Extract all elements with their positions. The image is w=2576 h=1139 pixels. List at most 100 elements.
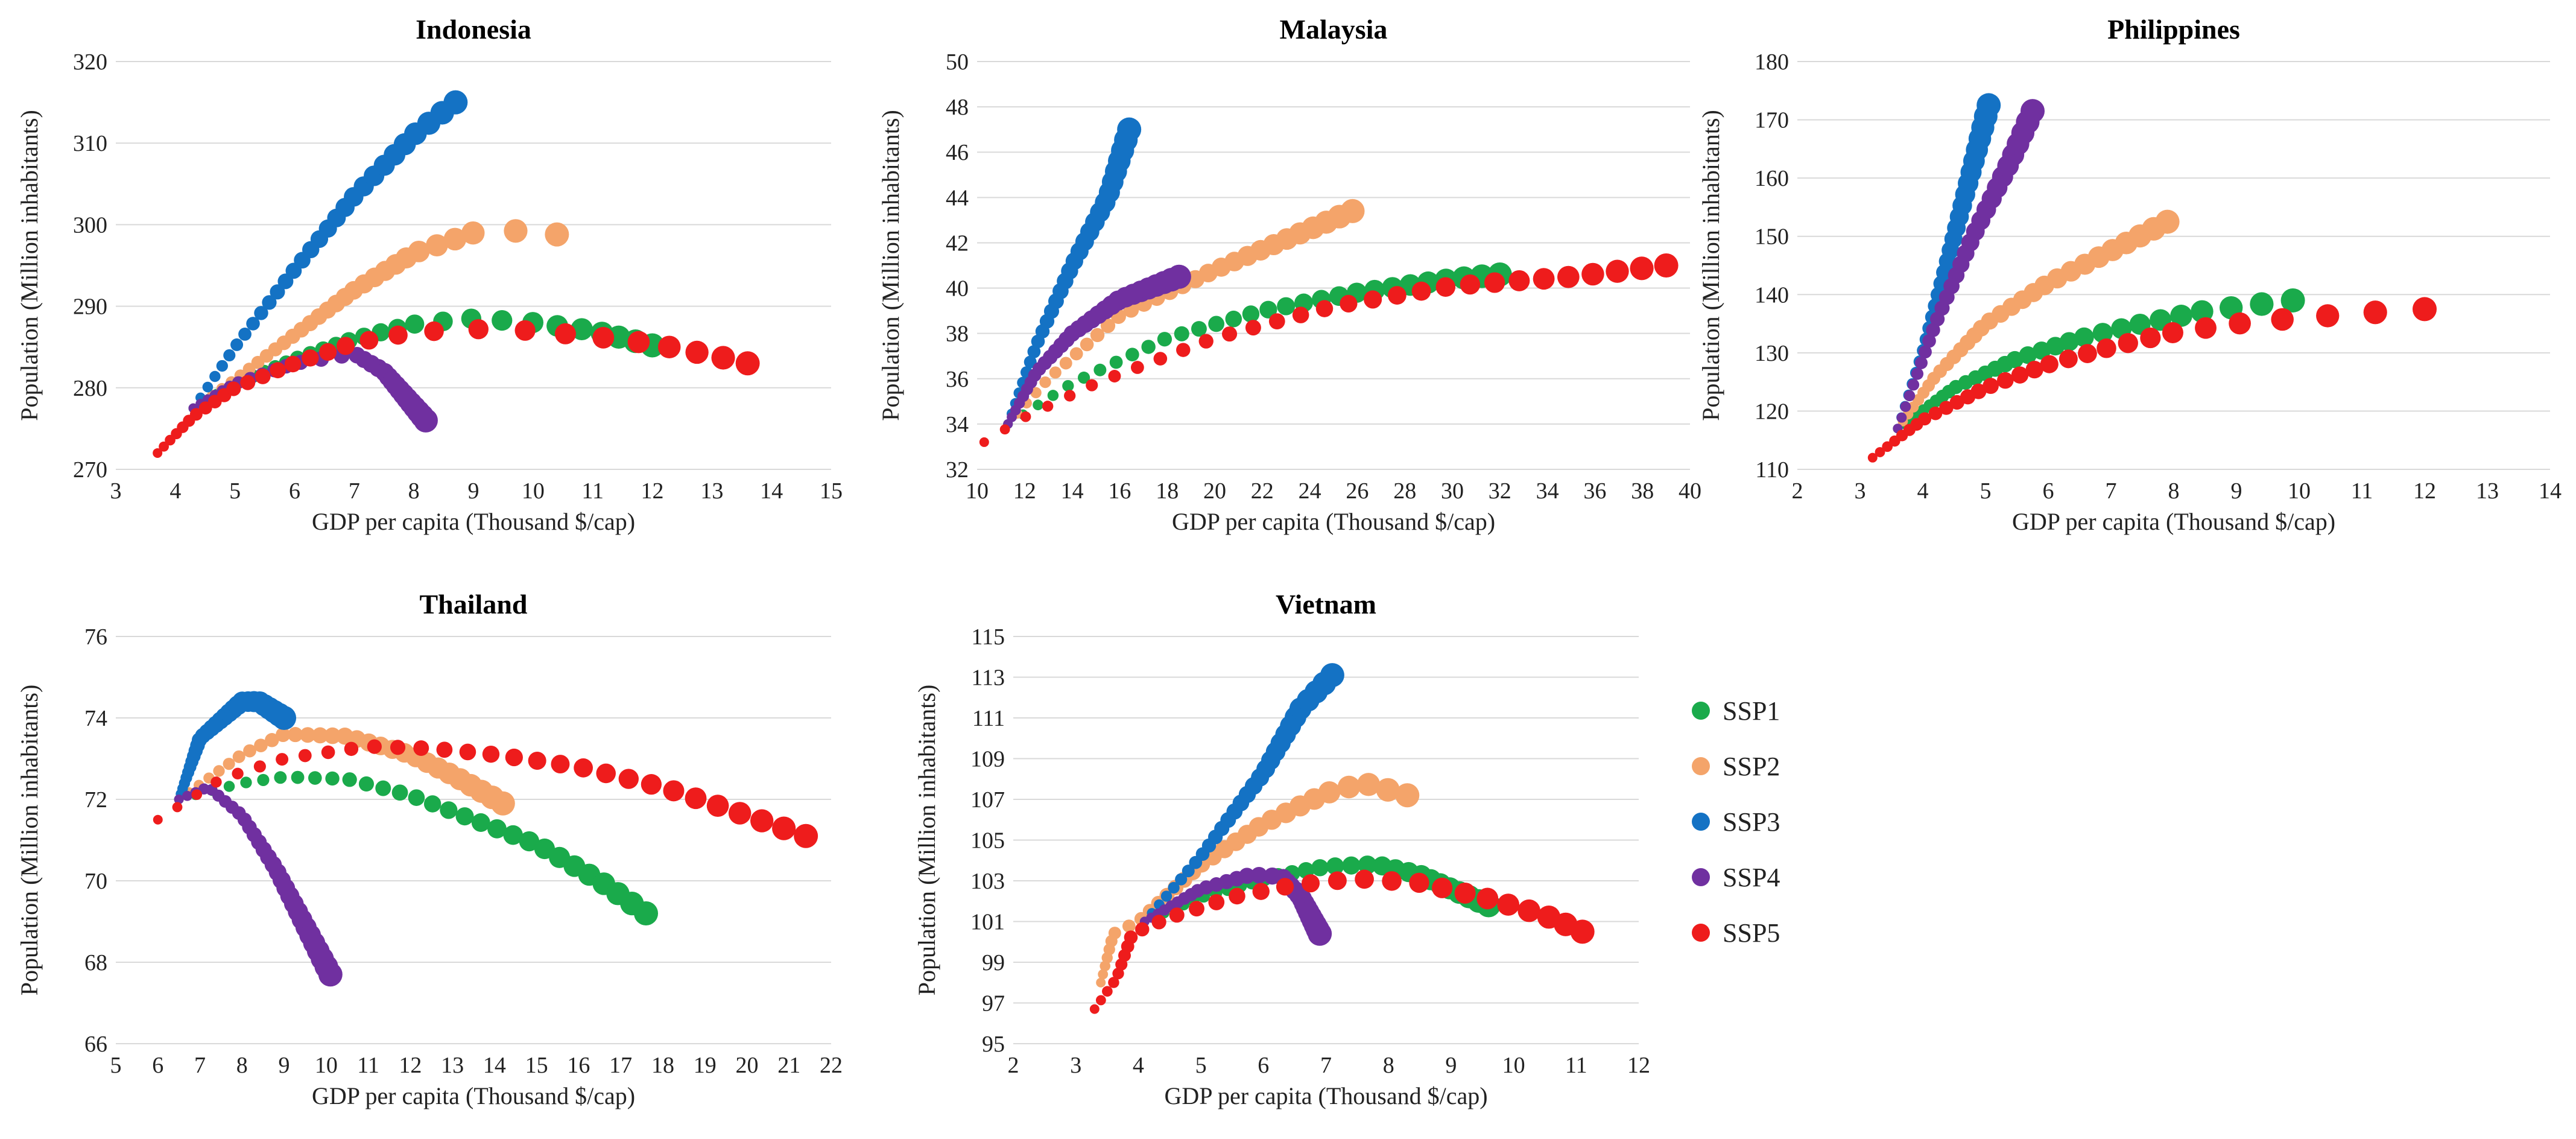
philippines-ssp1-point [2019,346,2037,364]
philippines-y-tick-label: 150 [1755,224,1789,250]
malaysia-ssp5-point [1221,326,1238,342]
thailand-ssp1-point [358,776,375,792]
philippines-x-axis-label: GDP per capita (Thousand $/cap) [2012,508,2335,535]
vietnam-ssp3-point [1175,873,1188,886]
indonesia-ssp2-point [426,234,448,256]
legend-marker-ssp2 [1692,757,1710,775]
malaysia-ssp1-point [1125,347,1139,362]
legend-marker-ssp1 [1692,702,1710,720]
indonesia-y-tick-label: 310 [73,131,107,156]
indonesia-series-ssp3 [188,90,468,413]
thailand-ssp3-point [272,706,297,730]
philippines-x-tick-label: 10 [2288,478,2311,504]
thailand-x-tick-label: 12 [399,1053,422,1078]
indonesia-ssp5-point [359,331,379,350]
malaysia-ssp5-point [1245,320,1261,336]
indonesia-y-tick-label: 270 [73,457,107,483]
malaysia-ssp5-point [1411,281,1431,301]
indonesia-ssp5-point [554,323,576,344]
vietnam-series-ssp5 [1089,869,1595,1014]
malaysia-x-tick-label: 36 [1583,478,1606,504]
thailand-ssp1-point [274,771,287,784]
vietnam-ssp4-point [1308,921,1332,946]
panel-thailand: Thailand 66 68 70 72 74 76 5 6 7 8 9 10 11 12 13 14 15 16 1… [16,589,843,1109]
indonesia-ssp5-point [189,408,203,421]
vietnam-y-tick-label: 99 [982,950,1005,976]
indonesia-x-tick-label: 7 [349,478,360,504]
thailand-x-tick-label: 9 [279,1053,290,1078]
indonesia-ssp5-point [388,325,408,345]
malaysia-x-tick-label: 40 [1679,478,1701,504]
vietnam-ssp2-point [1337,775,1361,799]
malaysia-ssp1-point [1047,390,1059,401]
thailand-ssp2-point [223,758,235,770]
indonesia-ssp5-point [336,337,355,355]
thailand-y-tick-label: 72 [84,787,107,813]
indonesia-ssp5-point [226,381,241,396]
thailand-ssp1-point [308,771,322,785]
philippines-ssp4-point [2021,99,2045,124]
philippines-ssp5-point [2229,312,2251,335]
thailand-ssp5-point [794,823,818,848]
thailand-series-ssp5 [153,739,818,848]
vietnam-ssp1-point [1311,859,1329,877]
thailand-x-tick-label: 10 [315,1053,338,1078]
thailand-title: Thailand [420,589,528,620]
indonesia-ssp5-point [302,349,319,367]
philippines-title: Philippines [2107,14,2240,45]
indonesia-ssp4-point [413,408,438,433]
malaysia-title: Malaysia [1280,14,1388,45]
thailand-ssp1-point [487,819,507,839]
malaysia-ssp5-point [1108,370,1121,382]
philippines-ssp5-point [2316,304,2340,328]
indonesia-y-tick-label: 320 [73,49,107,75]
vietnam-y-tick-label: 115 [971,624,1005,650]
malaysia-series-ssp1 [1003,262,1512,429]
malaysia-x-tick-label: 30 [1441,478,1464,504]
thailand-x-tick-label: 15 [525,1053,548,1078]
indonesia-ssp3-point [230,338,244,351]
malaysia-y-tick-label: 32 [946,457,969,483]
indonesia-ssp5-point [270,362,286,379]
vietnam-ssp4-point [1250,866,1268,884]
philippines-series-ssp4 [1893,99,2045,434]
thailand-ssp5-point [618,769,639,789]
indonesia-ssp3-point [238,328,252,341]
thailand-ssp5-point [321,745,335,760]
legend-marker-ssp5 [1692,924,1710,942]
philippines-x-tick-label: 11 [2351,478,2373,504]
thailand-ssp1-point [391,784,408,801]
thailand-ssp5-point [728,802,752,825]
vietnam-ssp5-point [1189,901,1204,917]
philippines-x-tick-label: 14 [2539,478,2562,504]
thailand-ssp5-point [772,816,796,840]
malaysia-ssp3-point [1024,355,1037,369]
vietnam-ssp1-point [1342,856,1361,875]
legend-item-ssp3: SSP3 [1692,807,1780,837]
thailand-ssp5-point [390,740,406,755]
vietnam-ssp5-point [1382,871,1402,891]
malaysia-x-tick-label: 18 [1156,478,1179,504]
vietnam-ssp5-point [1229,887,1245,905]
malaysia-series-ssp2 [1003,198,1365,429]
vietnam-ssp2-point [1318,781,1341,804]
malaysia-y-tick-label: 50 [946,49,969,75]
vietnam-ssp5-point [1151,915,1166,930]
philippines-ssp5-point [2195,317,2217,339]
indonesia-y-tick-label: 300 [73,212,107,238]
malaysia-ssp5-point [999,424,1010,435]
malaysia-ssp5-point [1508,270,1530,291]
philippines-y-tick-label: 110 [1755,457,1789,483]
malaysia-ssp3-point [1117,117,1142,142]
malaysia-ssp5-point [1435,277,1456,297]
malaysia-y-axis-label: Population (Million inhabitants) [877,110,904,421]
vietnam-ssp5-point [1476,887,1499,910]
malaysia-ssp5-point [979,437,989,447]
vietnam-x-tick-label: 11 [1565,1053,1587,1078]
thailand-series-ssp2 [174,727,515,816]
thailand-ssp5-point [172,802,183,813]
thailand-ssp5-point [436,741,453,758]
thailand-ssp5-point [367,739,382,754]
philippines-ssp5-point [1867,452,1878,463]
malaysia-ssp5-point [1364,290,1382,309]
